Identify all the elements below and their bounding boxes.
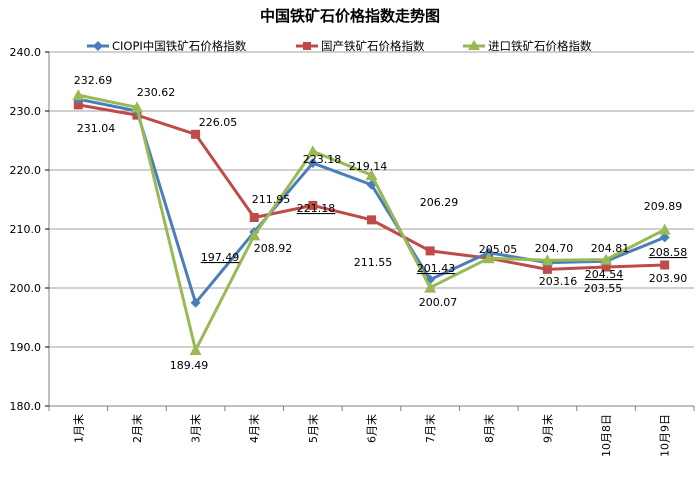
data-point <box>367 215 376 225</box>
legend-triangle-marker <box>468 40 480 50</box>
data-point <box>130 101 143 113</box>
data-label: 204.54 <box>585 268 624 281</box>
data-label: 200.07 <box>419 296 458 309</box>
y-tick-label: 200.0 <box>10 282 42 295</box>
y-tick-label: 230.0 <box>10 105 42 118</box>
data-point <box>601 262 611 272</box>
x-tick-label: 8月末 <box>482 414 496 443</box>
data-point <box>482 252 495 264</box>
data-point <box>248 229 261 241</box>
x-tick-label: 5月末 <box>306 414 320 443</box>
data-point <box>191 129 201 139</box>
x-tick-label: 7月末 <box>423 414 437 443</box>
data-label: 197.49 <box>201 251 240 264</box>
data-label: 204.81 <box>591 242 630 255</box>
data-point <box>542 264 552 274</box>
data-label: 230.62 <box>137 86 176 99</box>
data-label: 226.05 <box>199 116 238 129</box>
legend: CIOPI中国铁矿石价格指数 国产铁矿石价格指数 进口铁矿石价格指数 <box>87 39 592 53</box>
legend-item-domestic: 国产铁矿石价格指数 <box>296 39 425 53</box>
data-point <box>365 169 378 181</box>
data-point <box>306 145 319 157</box>
y-tick-label: 180.0 <box>10 400 42 413</box>
data-label: 232.69 <box>74 74 113 87</box>
data-point <box>189 344 202 356</box>
x-tick-label: 2月末 <box>130 414 144 443</box>
series <box>72 89 671 356</box>
data-label: 203.55 <box>584 282 623 295</box>
x-tick-label: 10月8日 <box>600 414 613 457</box>
data-label: 189.49 <box>170 359 209 372</box>
legend-label-imported: 进口铁矿石价格指数 <box>488 39 592 53</box>
legend-square-marker <box>303 42 311 50</box>
data-point <box>600 253 613 265</box>
data-point <box>72 89 85 101</box>
data-point <box>190 297 201 308</box>
data-label: 231.04 <box>77 122 116 135</box>
legend-diamond-marker <box>93 41 103 51</box>
data-label: 208.92 <box>254 242 293 255</box>
data-point <box>658 223 671 235</box>
legend-item-imported: 进口铁矿石价格指数 <box>463 39 592 53</box>
data-point <box>660 260 670 270</box>
y-tick-label: 210.0 <box>10 223 42 236</box>
y-tick-label: 190.0 <box>10 341 42 354</box>
x-tick-label: 9月末 <box>540 414 554 443</box>
data-label: 206.29 <box>420 196 459 209</box>
x-axis-ticks: 1月末 2月末 3月末 4月末 5月末 6月末 7月末 8月末 9月末 10月8日 10月9日 <box>48 406 695 457</box>
data-label: 223.18 <box>303 153 342 166</box>
data-point <box>659 232 670 243</box>
data-label: 205.05 <box>479 243 518 256</box>
grid <box>48 51 694 407</box>
legend-item-ciopi: CIOPI中国铁矿石价格指数 <box>87 39 247 53</box>
legend-label-domestic: 国产铁矿石价格指数 <box>321 39 425 53</box>
data-point <box>308 200 318 210</box>
data-label: 203.90 <box>649 272 688 285</box>
data-label: 201.43 <box>417 262 456 275</box>
legend-label-ciopi: CIOPI中国铁矿石价格指数 <box>112 39 247 53</box>
y-tick-label: 220.0 <box>10 164 42 177</box>
data-point <box>541 254 554 266</box>
chart-title: 中国铁矿石价格指数走势图 <box>260 7 440 25</box>
data-label: 221.18 <box>297 202 336 215</box>
data-point <box>425 246 435 256</box>
data-label: 219.14 <box>349 160 388 173</box>
x-tick-label: 4月末 <box>247 414 261 443</box>
data-label: 211.55 <box>354 256 393 269</box>
y-tick-label: 240.0 <box>10 46 42 59</box>
data-label: 208.58 <box>649 246 688 259</box>
data-label: 211.95 <box>252 193 291 206</box>
series-line <box>78 97 666 305</box>
data-label: 203.16 <box>539 275 578 288</box>
x-tick-label: 10月9日 <box>659 414 672 457</box>
data-labels: 232.69 231.04 230.62 226.05 197.49 189.49 211.… <box>74 74 688 372</box>
data-point <box>307 158 318 169</box>
data-label: 204.70 <box>535 242 574 255</box>
data-label: 209.89 <box>644 200 683 213</box>
x-tick-label: 6月末 <box>365 414 379 443</box>
data-point <box>249 212 259 222</box>
x-tick-label: 3月末 <box>189 414 203 443</box>
x-tick-label: 1月末 <box>71 414 85 443</box>
data-point <box>73 100 83 110</box>
y-axis-ticks: 180.0 190.0 200.0 210.0 220.0 230.0 240.0 <box>10 46 49 413</box>
data-point <box>424 281 437 293</box>
